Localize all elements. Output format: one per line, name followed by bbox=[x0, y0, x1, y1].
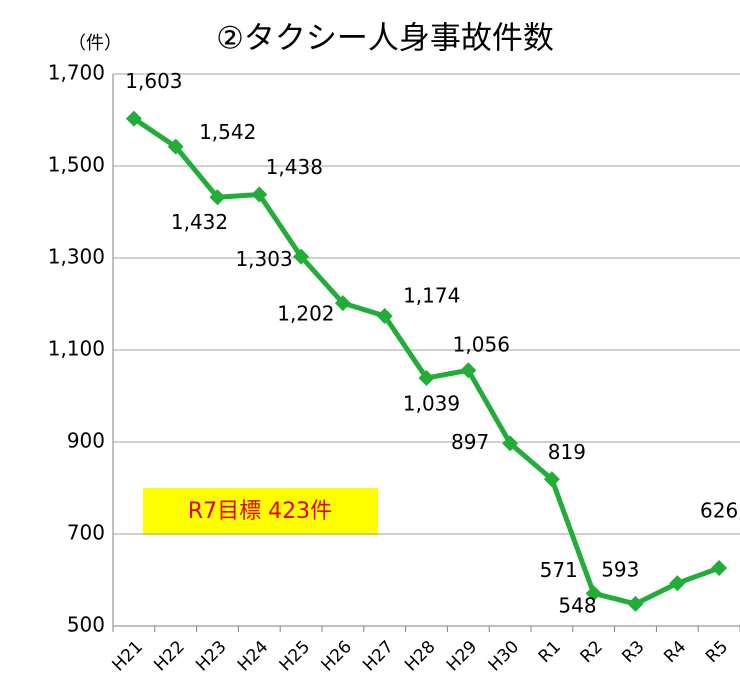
data-label: 1,303 bbox=[235, 247, 292, 271]
y-tick-label: 1,700 bbox=[48, 61, 105, 85]
marker bbox=[669, 575, 686, 592]
y-tick-label: 1,100 bbox=[48, 337, 105, 361]
marker bbox=[167, 138, 184, 155]
marker bbox=[125, 110, 142, 127]
data-label: 819 bbox=[548, 440, 586, 464]
data-label: 593 bbox=[601, 558, 639, 582]
y-tick-label: 1,500 bbox=[48, 153, 105, 177]
x-tick-label: H30 bbox=[485, 637, 523, 675]
x-tick-label: H27 bbox=[359, 637, 397, 675]
y-tick-label: 900 bbox=[67, 429, 105, 453]
data-label: 1,432 bbox=[171, 210, 228, 234]
marker bbox=[209, 189, 226, 206]
marker bbox=[293, 248, 310, 265]
marker bbox=[418, 370, 435, 387]
y-tick-label: 500 bbox=[67, 613, 105, 637]
marker bbox=[502, 435, 519, 452]
marker bbox=[543, 471, 560, 488]
x-tick-label: H26 bbox=[317, 637, 355, 675]
data-label: 626 bbox=[700, 499, 738, 523]
y-unit-label: （件） bbox=[68, 33, 122, 54]
chart-title: ②タクシー人身事故件数 bbox=[216, 21, 554, 57]
x-tick-label: H25 bbox=[276, 637, 314, 675]
x-tick-label: R3 bbox=[618, 637, 648, 667]
x-tick-label: H28 bbox=[401, 637, 439, 675]
marker bbox=[334, 295, 351, 312]
x-tick-label: R2 bbox=[577, 637, 607, 667]
data-label: 1,039 bbox=[403, 392, 460, 416]
data-label: 571 bbox=[540, 558, 578, 582]
data-label: 1,174 bbox=[403, 283, 460, 307]
x-tick-label: H21 bbox=[108, 637, 146, 675]
data-label: 1,603 bbox=[125, 69, 182, 93]
x-tick-label: R1 bbox=[535, 637, 565, 667]
x-tick-label: H23 bbox=[192, 637, 230, 675]
annotation: R7目標 423件 bbox=[188, 499, 332, 524]
data-label: 1,202 bbox=[277, 302, 334, 326]
marker bbox=[251, 186, 268, 203]
y-tick-label: 700 bbox=[67, 521, 105, 545]
x-tick-label: R5 bbox=[702, 637, 732, 667]
data-label: 548 bbox=[558, 593, 596, 617]
data-label: 897 bbox=[451, 430, 489, 454]
data-label: 1,542 bbox=[199, 120, 256, 144]
marker bbox=[585, 585, 602, 602]
x-tick-label: R4 bbox=[660, 637, 690, 667]
data-label: 1,438 bbox=[266, 155, 323, 179]
x-tick-label: H24 bbox=[234, 637, 272, 675]
marker bbox=[460, 362, 477, 379]
y-tick-label: 1,300 bbox=[48, 245, 105, 269]
marker bbox=[711, 560, 728, 577]
data-label: 1,056 bbox=[453, 333, 510, 357]
marker bbox=[376, 307, 393, 324]
x-tick-label: H22 bbox=[150, 637, 188, 675]
annotation-box bbox=[143, 488, 378, 535]
marker bbox=[627, 595, 644, 612]
x-tick-label: H29 bbox=[443, 637, 481, 675]
